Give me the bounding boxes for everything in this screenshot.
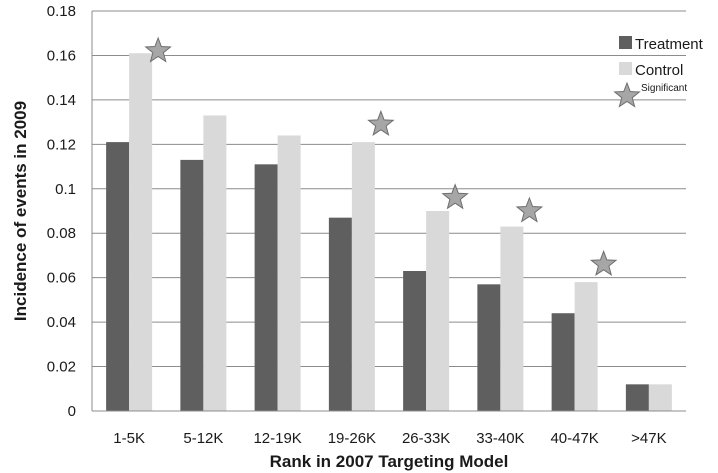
y-tick-label: 0.06 (47, 270, 76, 287)
y-tick-label: 0.14 (47, 92, 76, 109)
y-tick-label: 0.12 (47, 136, 76, 153)
significance-stars (144, 36, 618, 276)
bar-control-33-40k (500, 226, 524, 411)
legend-label-treatment: Treatment (635, 36, 704, 53)
bars (106, 53, 672, 411)
bar-treatment-33-40k (477, 284, 501, 411)
y-axis-ticks: 0 0.02 0.04 0.06 0.08 0.1 0.12 0.14 0.16 0.18 (47, 3, 76, 420)
y-axis-title: Incidence of events in 2009 (11, 101, 30, 321)
x-tick-label: 33-40K (476, 430, 524, 447)
bar-treatment-12-19k (254, 164, 278, 411)
legend-star-shape (613, 81, 641, 108)
significance-star-1-5k (144, 36, 172, 63)
bar-control-1-5k (129, 53, 153, 411)
y-tick-label: 0.18 (47, 3, 76, 20)
legend-star-icon (613, 81, 641, 108)
significance-star-40-47k (589, 249, 618, 276)
x-tick-label: 26-33K (402, 430, 450, 447)
legend-swatch-treatment (619, 36, 632, 49)
y-tick-label: 0.02 (47, 359, 76, 376)
x-axis-title: Rank in 2007 Targeting Model (270, 452, 509, 471)
significance-star-33-40k (515, 196, 544, 223)
legend-label-significant: Significant (641, 83, 687, 94)
bar-treatment-19-26k (328, 217, 352, 411)
bar-control-5-12k (203, 115, 227, 411)
bar-treatment-26-33k (403, 271, 427, 411)
x-tick-label: 19-26K (328, 430, 376, 447)
x-tick-label: 5-12K (183, 430, 223, 447)
legend-label-control: Control (635, 62, 683, 79)
legend-swatch-control (619, 62, 632, 75)
y-tick-label: 0.08 (47, 225, 76, 242)
bar-treatment-40-47k (551, 313, 575, 411)
x-axis-ticks: 1-5K 5-12K 12-19K 19-26K 26-33K 33-40K 40-47K >… (113, 430, 666, 447)
bar-control-12-19k (277, 135, 301, 411)
x-tick-label: 1-5K (113, 430, 145, 447)
x-tick-label: 40-47K (550, 430, 598, 447)
x-tick-label: >47K (631, 430, 666, 447)
bar-treatment-5-12k (180, 159, 204, 411)
y-tick-label: 0.04 (47, 314, 76, 331)
bar-control-47k (648, 384, 672, 411)
bar-control-40-47k (574, 282, 598, 411)
y-tick-label: 0.16 (47, 47, 76, 64)
significance-star-26-33k (441, 183, 469, 210)
bar-control-26-33k (426, 211, 450, 411)
bar-treatment-47k (625, 384, 649, 411)
y-tick-label: 0 (68, 403, 76, 420)
x-tick-label: 12-19K (253, 430, 301, 447)
bar-treatment-1-5k (106, 142, 130, 411)
y-tick-label: 0.1 (55, 181, 76, 198)
legend: Treatment Control Significant (613, 36, 704, 108)
bar-control-19-26k (351, 142, 375, 411)
significance-star-19-26k (367, 109, 395, 136)
